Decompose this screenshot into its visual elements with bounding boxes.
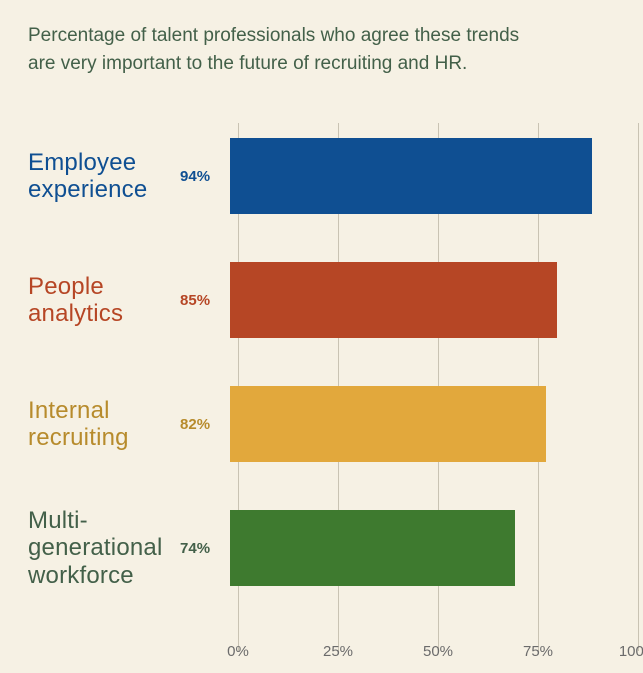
bar-value: 85%	[180, 292, 230, 309]
chart-rows: Employeeexperience94% Peopleanalytics85% I…	[28, 135, 615, 589]
x-tick: 100%	[619, 643, 643, 660]
chart-row: Multi-generationalworkforce74%	[28, 507, 615, 589]
bar	[230, 386, 546, 462]
bar-track	[230, 138, 615, 214]
bar-label: Peopleanalytics	[28, 273, 180, 328]
bar	[230, 138, 592, 214]
bar-value: 82%	[180, 416, 230, 433]
gridline	[638, 123, 639, 651]
chart-row: Employeeexperience94%	[28, 135, 615, 217]
bar	[230, 262, 557, 338]
chart-row: Internalrecruiting82%	[28, 383, 615, 465]
x-tick: 75%	[523, 643, 553, 660]
chart-row: Peopleanalytics85%	[28, 259, 615, 341]
bar-chart: Employeeexperience94% Peopleanalytics85% I…	[28, 135, 615, 589]
x-tick: 0%	[227, 643, 249, 660]
bar	[230, 510, 515, 586]
bar-value: 94%	[180, 168, 230, 185]
bar-label: Employeeexperience	[28, 149, 180, 204]
bar-track	[230, 386, 615, 462]
bar-track	[230, 510, 615, 586]
bar-label: Internalrecruiting	[28, 397, 180, 452]
bar-label: Multi-generationalworkforce	[28, 507, 180, 590]
x-tick: 50%	[423, 643, 453, 660]
bar-value: 74%	[180, 540, 230, 557]
chart-x-axis: 0%25%50%75%100%	[238, 643, 638, 667]
chart-title: Percentage of talent professionals who a…	[28, 22, 548, 77]
bar-track	[230, 262, 615, 338]
x-tick: 25%	[323, 643, 353, 660]
